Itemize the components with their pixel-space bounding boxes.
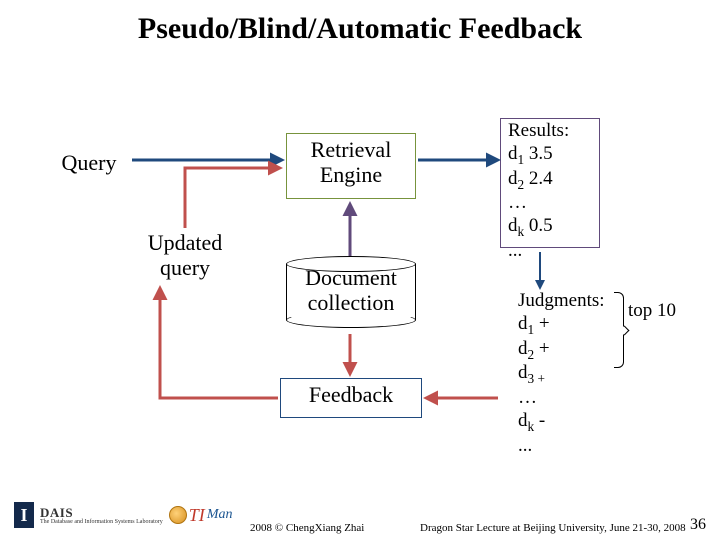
updated-query-label: Updatedquery (130, 230, 240, 281)
copyright-text: 2008 © ChengXiang Zhai (250, 522, 364, 534)
page-number: 36 (690, 516, 706, 534)
dais-logo-subtext: The Database and Information Systems Lab… (40, 519, 163, 525)
timan-logo: TIMan (169, 505, 233, 526)
lecture-text: Dragon Star Lecture at Beijing Universit… (420, 522, 686, 534)
dais-logo: DAIS The Database and Information System… (40, 506, 163, 525)
clock-icon (169, 506, 187, 524)
document-collection-label: Documentcollection (286, 265, 416, 316)
judgments-text: Judgments:d1 +d2 +d3 +…dk -... (518, 290, 658, 457)
slide-title: Pseudo/Blind/Automatic Feedback (0, 12, 720, 47)
timan-text-2: Man (207, 507, 233, 523)
logo-block: I DAIS The Database and Information Syst… (14, 502, 232, 528)
illinois-logo-icon: I (14, 502, 34, 528)
retrieval-engine-label: RetrievalEngine (286, 137, 416, 188)
results-text: Results:d1 3.5d2 2.4…dk 0.5... (508, 120, 658, 263)
timan-text-1: TI (189, 505, 205, 526)
feedback-label: Feedback (286, 382, 416, 407)
dais-logo-text: DAIS (40, 506, 163, 519)
query-label: Query (44, 150, 134, 175)
curly-brace (614, 292, 624, 368)
